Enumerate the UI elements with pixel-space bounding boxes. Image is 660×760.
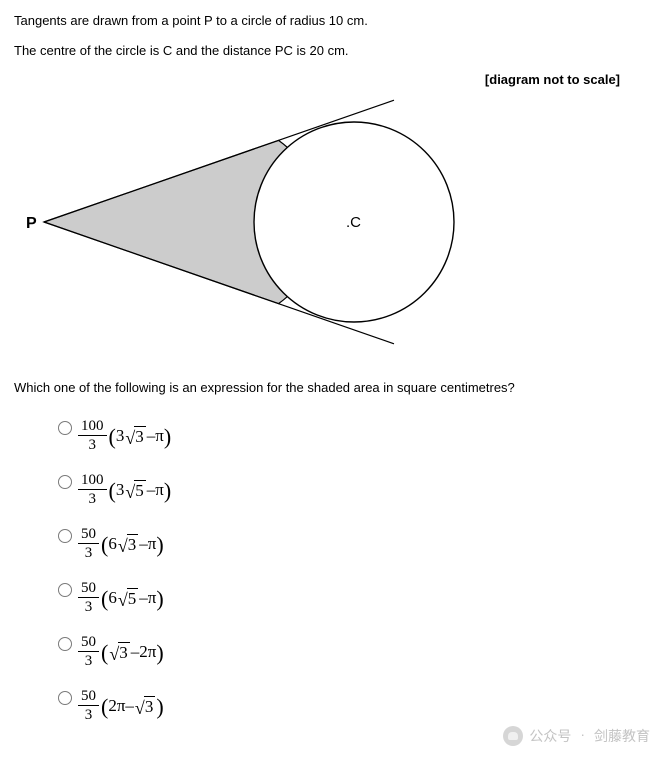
- problem-line-2: The centre of the circle is C and the di…: [14, 42, 648, 60]
- answer-option[interactable]: 503(63 – π): [58, 517, 648, 571]
- radio-icon[interactable]: [58, 421, 72, 435]
- diagram-container: [diagram not to scale] P .C: [14, 72, 648, 372]
- option-expression: 503(3 – 2π): [78, 631, 164, 673]
- radio-icon[interactable]: [58, 583, 72, 597]
- options-list: 1003(33 – π) 1003(35 – π) 503(63 – π) 503(6…: [14, 409, 648, 733]
- radio-icon[interactable]: [58, 637, 72, 651]
- label-c: .C: [346, 214, 361, 231]
- answer-option[interactable]: 1003(35 – π): [58, 463, 648, 517]
- answer-option[interactable]: 1003(33 – π): [58, 409, 648, 463]
- page-root: Tangents are drawn from a point P to a c…: [0, 0, 660, 745]
- tangent-diagram: P .C: [14, 72, 494, 372]
- option-expression: 503(65 – π): [78, 577, 164, 619]
- radio-icon[interactable]: [58, 475, 72, 489]
- problem-line-1: Tangents are drawn from a point P to a c…: [14, 12, 648, 30]
- question-prompt: Which one of the following is an express…: [14, 380, 648, 395]
- option-expression: 1003(35 – π): [78, 469, 171, 511]
- option-expression: 1003(33 – π): [78, 415, 171, 457]
- option-expression: 503(63 – π): [78, 523, 164, 565]
- answer-option[interactable]: 503(65 – π): [58, 571, 648, 625]
- scale-note: [diagram not to scale]: [485, 72, 620, 87]
- option-expression: 503(2π – 3): [78, 685, 164, 727]
- radio-icon[interactable]: [58, 529, 72, 543]
- answer-option[interactable]: 503(2π – 3): [58, 679, 648, 733]
- radio-icon[interactable]: [58, 691, 72, 705]
- label-p: P: [26, 215, 37, 232]
- answer-option[interactable]: 503(3 – 2π): [58, 625, 648, 679]
